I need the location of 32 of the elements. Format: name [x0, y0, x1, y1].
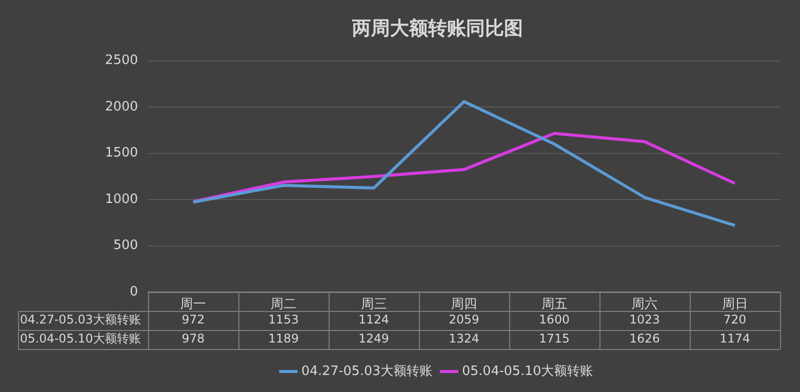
- text: 04.27-05.03大额转账: [20, 312, 142, 327]
- text: 05.04-05.10大额转账: [20, 332, 142, 346]
- data-label: 1600: [539, 312, 570, 327]
- chart-title: 两周大额转账同比图: [351, 17, 523, 40]
- legend-label: 05.04-05.10大额转账: [462, 364, 594, 379]
- x-tick-label: 周四: [451, 297, 478, 312]
- data-label: 1023: [629, 312, 660, 327]
- legend-label: 04.27-05.03大额转账: [301, 364, 432, 379]
- data-label: 1324: [448, 332, 480, 346]
- x-tick-label: 周五: [541, 297, 568, 312]
- y-tick-label: 500: [113, 238, 138, 254]
- x-tick-label: 周一: [180, 297, 206, 312]
- data-label: 1153: [268, 312, 299, 327]
- x-tick-label: 周六: [632, 297, 658, 312]
- data-label: 1174: [720, 332, 750, 346]
- y-tick-label: 2500: [104, 53, 138, 68]
- y-tick-label: 1000: [104, 192, 138, 207]
- data-label: 972: [182, 312, 205, 327]
- y-tick-label: 1500: [104, 146, 138, 161]
- data-label: 1626: [629, 332, 660, 346]
- data-label: 1124: [358, 312, 390, 327]
- data-label: 978: [182, 332, 205, 346]
- data-label: 720: [723, 312, 746, 327]
- x-tick-label: 周二: [270, 297, 296, 312]
- y-tick-label: 2000: [104, 99, 138, 114]
- y-tick-label: 0: [130, 284, 138, 300]
- data-label: 2059: [448, 312, 480, 327]
- x-tick-label: 周三: [360, 297, 387, 312]
- data-label: 1189: [268, 332, 299, 346]
- x-tick-label: 周日: [722, 297, 748, 312]
- data-label: 1715: [539, 332, 570, 346]
- data-label: 1249: [358, 332, 390, 346]
